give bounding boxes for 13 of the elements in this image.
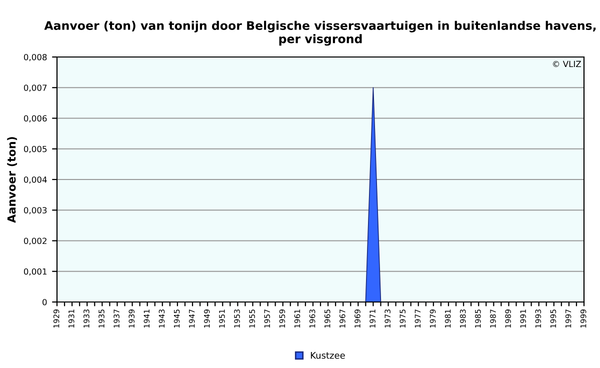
y-axis-title: Aanvoer (ton) bbox=[7, 137, 18, 223]
y-tick-label: 0,001 bbox=[24, 268, 47, 276]
legend-label: Kustzee bbox=[310, 352, 345, 359]
y-tick-label: 0,005 bbox=[24, 146, 47, 154]
y-tick-label: 0,007 bbox=[24, 84, 47, 92]
y-tick-label: 0 bbox=[42, 298, 47, 306]
y-tick-label: 0,003 bbox=[24, 207, 47, 214]
annotation: © VLIZ bbox=[553, 60, 581, 68]
y-tick-label: 0,002 bbox=[24, 238, 46, 245]
y-tick-label: 0,006 bbox=[24, 115, 47, 122]
chart-title: Aanvoer (ton) van tonijn door Belgische vissersvaartuigen in buitenlandse havens, per visgrond bbox=[44, 20, 596, 46]
y-tick-label: 0,004 bbox=[24, 176, 47, 184]
y-tick-label: 0,008 bbox=[24, 54, 47, 62]
